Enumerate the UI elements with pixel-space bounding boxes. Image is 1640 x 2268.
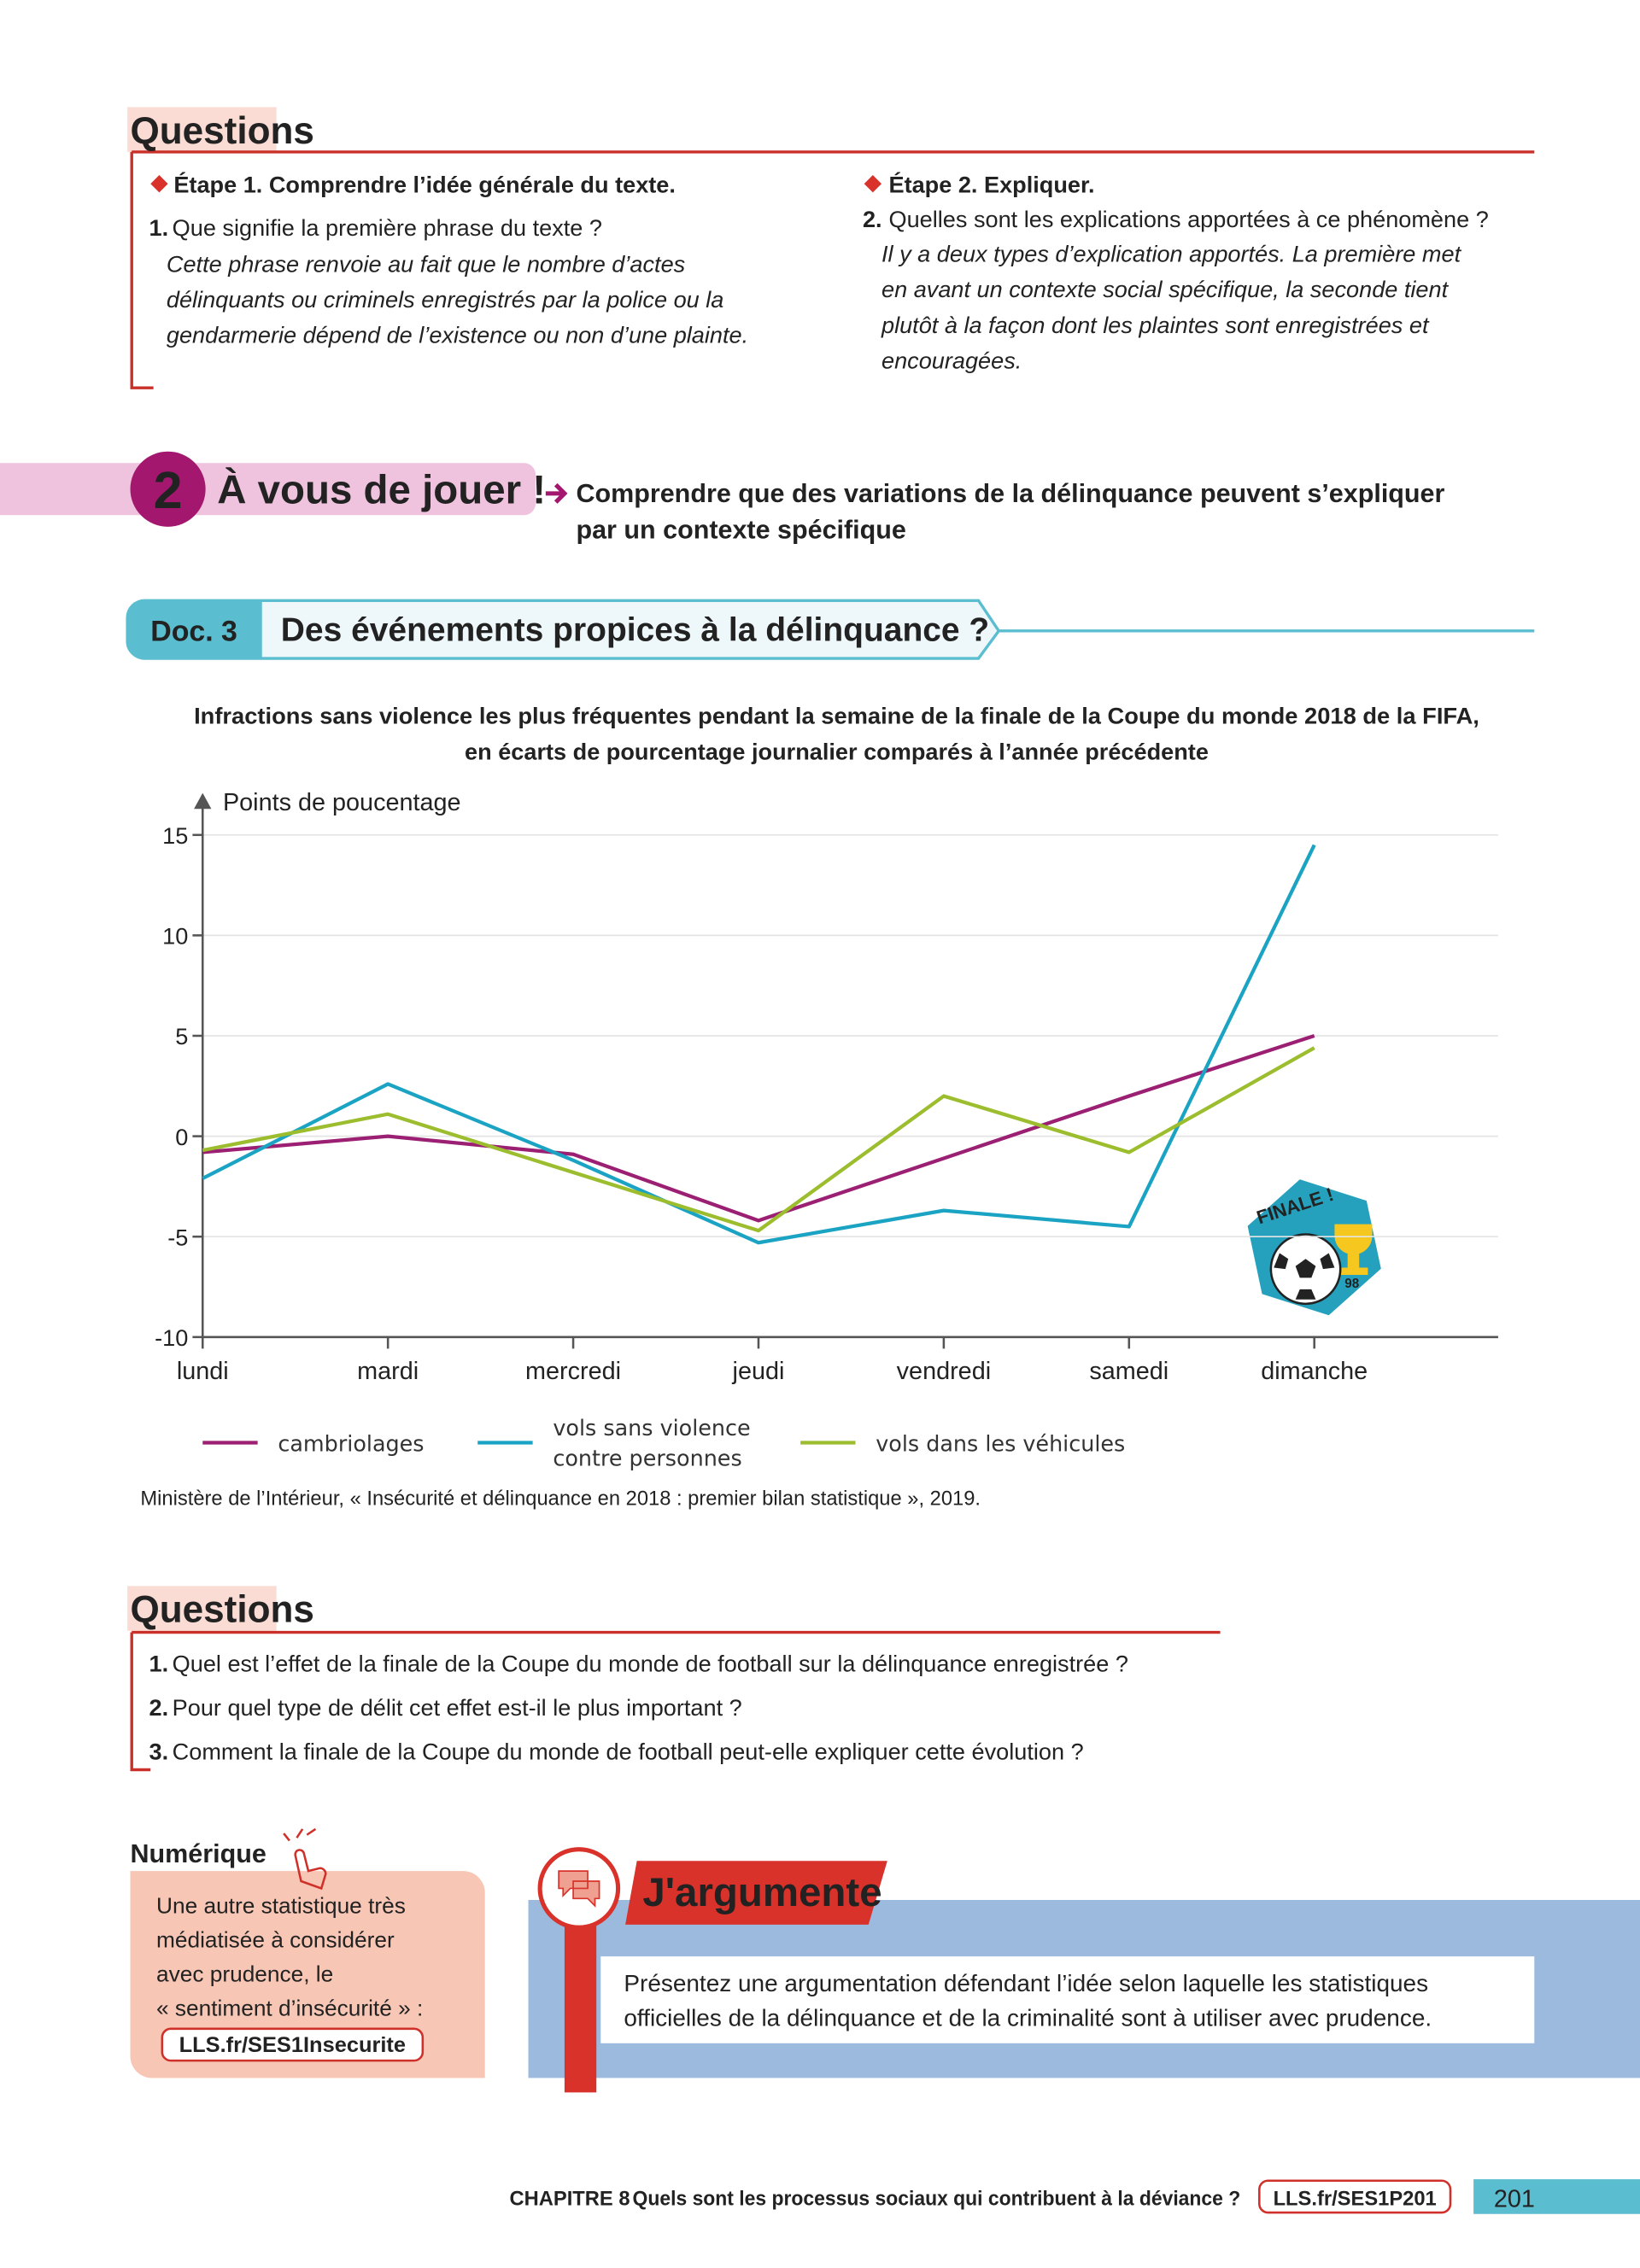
answer: délinquants ou criminels enregistrés par… <box>167 286 724 313</box>
question: Comment la finale de la Coupe du monde d… <box>173 1739 1084 1765</box>
legend-item: cambriolages <box>278 1430 425 1457</box>
chart-title: Infractions sans violence les plus fréqu… <box>194 702 1479 728</box>
question: Quel est l’effet de la finale de la Coup… <box>173 1650 1128 1676</box>
question-number: 2. <box>149 1694 169 1721</box>
link-box <box>161 2027 425 2062</box>
y-tick-label: 5 <box>175 1023 188 1049</box>
section-title: Questions <box>131 110 314 152</box>
arrow <box>545 482 568 504</box>
y-tick-label: -5 <box>167 1224 188 1250</box>
answer: plutôt à la façon dont les plaintes sont… <box>881 312 1430 338</box>
answer: Il y a deux types d’explication apportés… <box>882 241 1462 267</box>
numerique-text: « sentiment d’insécurité » : <box>156 1996 423 2021</box>
legend-item: vols dans les véhicules <box>876 1430 1126 1457</box>
question: Que signifie la première phrase du texte… <box>173 214 602 241</box>
doc-title: Des événements propices à la délinquance… <box>281 612 989 649</box>
y-tick-label: 0 <box>175 1124 188 1150</box>
page-number-box <box>1473 2179 1640 2214</box>
argumente-text: Présentez une argumentation défendant l’… <box>624 1970 1428 1996</box>
link: LLS.fr/SES1Insecurite <box>179 2033 406 2057</box>
question-number: 3. <box>149 1739 169 1765</box>
data-line <box>202 844 1316 1245</box>
y-axis-arrow <box>194 792 212 810</box>
answer: encouragées. <box>882 347 1022 373</box>
data-line <box>202 1046 1315 1233</box>
legend-label: vols sans violence contre personnes <box>553 1415 751 1472</box>
doc-label: Doc. 3 <box>150 616 237 648</box>
section-heading: À vous de jouer ! <box>217 467 546 513</box>
section-number: 2 <box>154 461 183 519</box>
y-tick-label: -10 <box>155 1324 188 1351</box>
footer-link: LLS.fr/SES1P201 <box>1274 2189 1437 2211</box>
argumente-text: officielles de la délinquance et de la c… <box>624 2004 1432 2031</box>
question: Quelles sont les explications apportées … <box>888 206 1488 232</box>
doc-label-box <box>127 600 262 659</box>
y-axis-label: Points de poucentage <box>223 789 461 816</box>
argumente-title: J'argumente <box>642 1870 882 1915</box>
legend-item: vols sans violence contre personnes <box>553 1415 751 1472</box>
diamond <box>150 175 168 193</box>
y-tick-label: 10 <box>162 923 188 950</box>
numerique-title: Numérique <box>131 1839 266 1868</box>
x-tick-label: mercredi <box>525 1358 621 1385</box>
step-heading: Étape 2. Expliquer. <box>888 171 1094 197</box>
hand-icon <box>283 1827 327 1891</box>
title-highlight <box>127 107 277 152</box>
argumente-box <box>600 1956 1535 2043</box>
speech-icon <box>558 1870 600 1908</box>
x-tick-label: vendredi <box>897 1358 991 1385</box>
section-goal: par un contexte spécifique <box>576 515 905 544</box>
step-heading: Étape 1. Comprendre l’idée générale du t… <box>173 171 676 197</box>
page-number: 201 <box>1494 2185 1535 2212</box>
numerique-text: médiatisée à considérer <box>156 1926 395 1952</box>
numerique-text: Une autre statistique très <box>156 1892 406 1918</box>
legend-label: cambriolages <box>278 1430 425 1457</box>
argumente-banner <box>625 1861 887 1925</box>
frame <box>130 1630 1221 1772</box>
section-title: Questions <box>131 1589 314 1631</box>
footer-chapter: CHAPITRE 8 <box>510 2189 630 2211</box>
question-number: 1. <box>149 214 169 241</box>
numerique-box <box>130 1871 485 2078</box>
x-tick-label: jeudi <box>732 1358 785 1385</box>
section-goal: Comprendre que des variations de la déli… <box>576 479 1444 508</box>
answer: Cette phrase renvoie au fait que le nomb… <box>167 251 685 278</box>
source: Ministère de l’Intérieur, « Insécurité e… <box>140 1488 981 1510</box>
question: Pour quel type de délit cet effet est-il… <box>173 1694 742 1721</box>
argumente-bar <box>564 1907 597 2093</box>
footer-title: Quels sont les processus sociaux qui con… <box>633 2189 1241 2211</box>
numerique-text: avec prudence, le <box>156 1961 333 1987</box>
answer: gendarmerie dépend de l’existence ou non… <box>167 322 748 348</box>
x-tick-label: dimanche <box>1261 1358 1368 1385</box>
question-number: 1. <box>149 1650 169 1676</box>
title-highlight <box>127 1586 277 1631</box>
badge-year: 98 <box>1344 1277 1359 1291</box>
x-tick-label: mardi <box>357 1358 419 1385</box>
legend-label: vols dans les véhicules <box>876 1430 1126 1457</box>
section-badge <box>130 451 206 527</box>
ball-pattern <box>1274 1253 1335 1300</box>
question-number: 2. <box>863 206 882 232</box>
x-tick-label: lundi <box>177 1358 229 1385</box>
diamond <box>864 175 882 193</box>
chart-subtitle: en écarts de pourcentage journalier comp… <box>465 739 1209 765</box>
x-tick-label: samedi <box>1089 1358 1168 1385</box>
data-line <box>202 1033 1315 1223</box>
y-tick-label: 15 <box>162 822 188 849</box>
frame <box>130 150 1535 389</box>
link-box <box>1258 2179 1452 2214</box>
answer: en avant un contexte social spécifique, … <box>882 276 1450 302</box>
